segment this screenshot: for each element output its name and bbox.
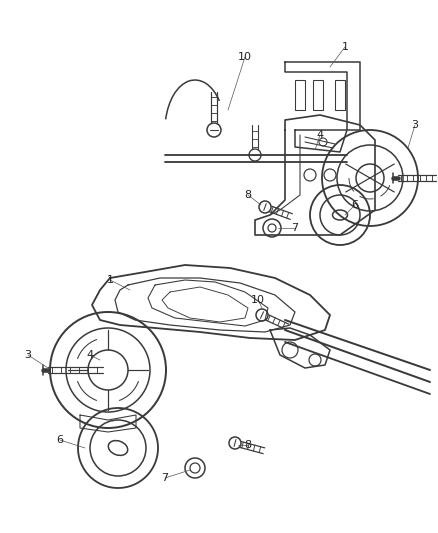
Text: 3: 3 — [410, 120, 417, 130]
Bar — [334, 80, 344, 110]
Text: 1: 1 — [341, 42, 348, 52]
Text: 8: 8 — [244, 440, 251, 450]
Text: 7: 7 — [291, 223, 298, 233]
Text: 10: 10 — [237, 52, 251, 62]
Text: 10: 10 — [251, 295, 265, 305]
Text: 6: 6 — [351, 200, 358, 210]
Text: 7: 7 — [161, 473, 168, 483]
Text: 8: 8 — [244, 190, 251, 200]
Text: 3: 3 — [25, 350, 32, 360]
Text: 6: 6 — [57, 435, 64, 445]
Text: 1: 1 — [106, 275, 113, 285]
Bar — [294, 80, 304, 110]
Text: 4: 4 — [316, 130, 323, 140]
Text: 4: 4 — [86, 350, 93, 360]
Bar — [312, 80, 322, 110]
